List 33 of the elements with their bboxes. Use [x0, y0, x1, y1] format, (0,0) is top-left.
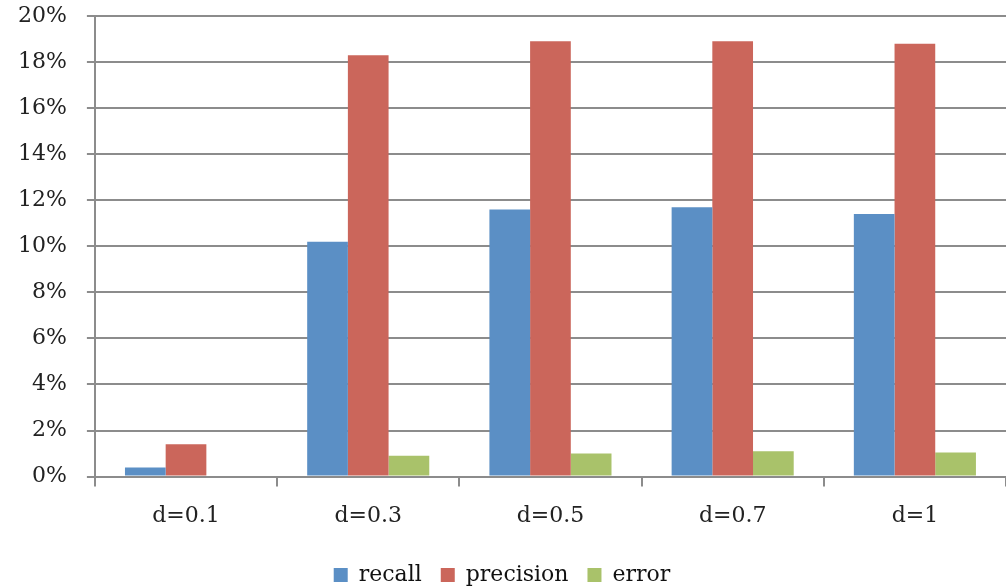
legend-label: error [612, 560, 671, 586]
y-tick-label: 14% [17, 139, 67, 165]
legend-label: recall [358, 560, 422, 586]
bar [124, 467, 166, 476]
bar [853, 214, 895, 476]
bar [165, 444, 207, 476]
y-tick-label: 16% [17, 93, 67, 119]
bar [894, 43, 936, 476]
y-tick-label: 2% [31, 416, 67, 442]
bar [671, 207, 713, 476]
y-tick-label: 8% [31, 278, 67, 304]
y-tick-label: 6% [31, 324, 67, 350]
y-tick-label: 0% [31, 462, 67, 488]
bar [570, 453, 612, 476]
bar [530, 41, 571, 476]
y-tick-label: 4% [31, 370, 67, 396]
bar [935, 452, 976, 476]
bar [753, 451, 794, 476]
bar [712, 41, 754, 476]
bar [307, 241, 348, 476]
x-tick-label: d=0.1 [152, 501, 220, 527]
bar [347, 55, 389, 476]
y-tick-label: 12% [17, 185, 67, 211]
legend-label: precision [465, 560, 569, 586]
x-tick-label: d=0.7 [698, 501, 767, 527]
x-tick-label: d=0.5 [516, 501, 585, 527]
y-tick-label: 20% [17, 1, 67, 27]
bar [388, 455, 430, 476]
x-tick-label: d=0.3 [334, 501, 402, 527]
x-tick-label: d=1 [891, 501, 939, 527]
y-tick-label: 18% [17, 47, 67, 73]
bar [489, 209, 531, 476]
y-tick-label: 10% [17, 232, 67, 258]
